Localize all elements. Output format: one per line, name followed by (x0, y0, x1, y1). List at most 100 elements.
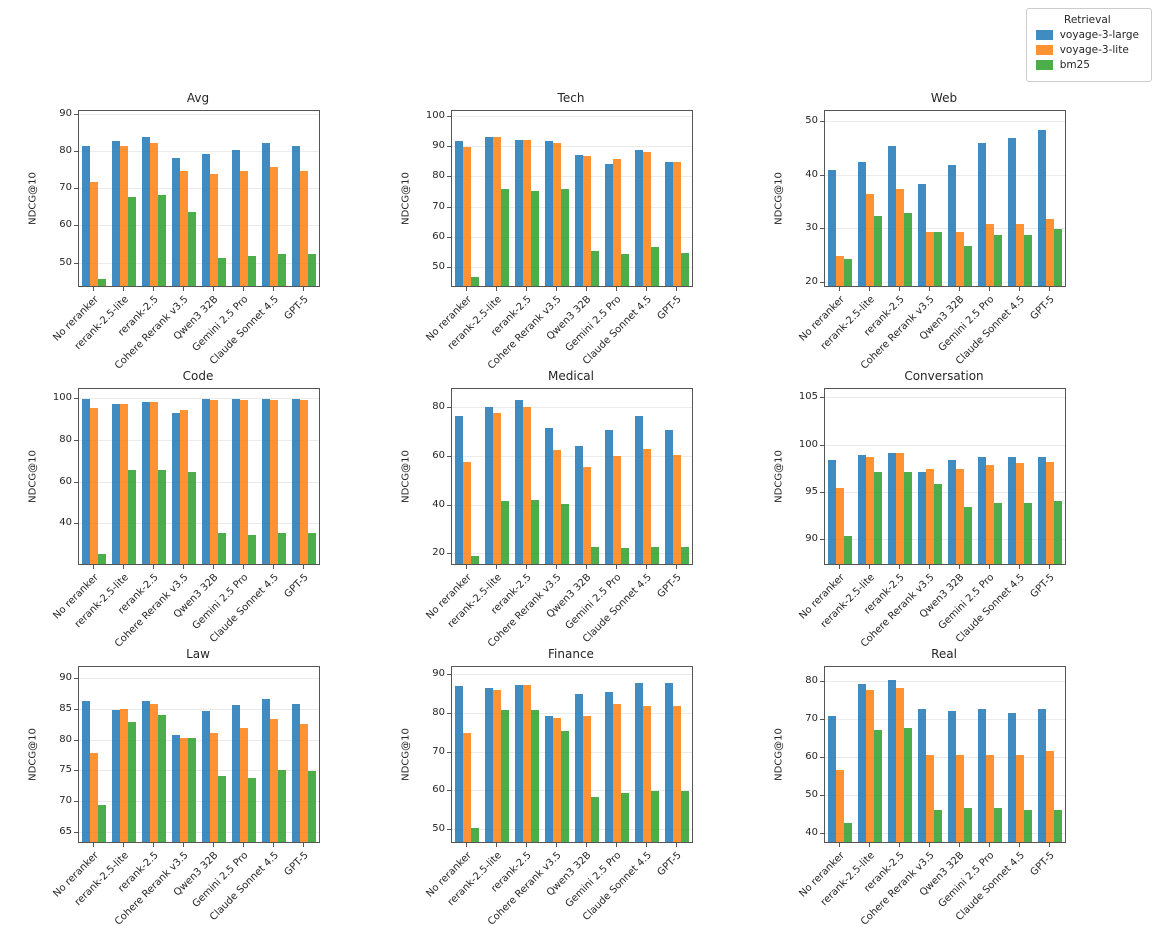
bar-bm25 (681, 252, 689, 286)
bar-voyage-3-lite (463, 733, 471, 842)
y-tick-mark (74, 150, 78, 152)
y-tick-mark (74, 801, 78, 803)
bar-voyage-3-lite (120, 403, 128, 564)
bar-voyage-3-lite (866, 457, 874, 564)
bar-voyage-3-large (888, 453, 896, 564)
gridline (452, 504, 692, 506)
bar-voyage-3-large (455, 686, 463, 842)
bar-voyage-3-large (635, 150, 643, 286)
x-tick-mark (869, 287, 870, 291)
bar-bm25 (248, 777, 256, 842)
bar-voyage-3-lite (673, 454, 681, 564)
bar-voyage-3-lite (583, 156, 591, 286)
gridline (452, 712, 692, 714)
y-tick-mark (74, 678, 78, 680)
bar-voyage-3-lite (896, 189, 904, 286)
gridline (825, 120, 1065, 122)
x-tick-mark (869, 843, 870, 847)
bar-bm25 (964, 245, 972, 286)
bar-voyage-3-large (635, 682, 643, 842)
bar-voyage-3-large (978, 708, 986, 842)
x-tick-mark (153, 565, 154, 569)
y-tick-label: 100 (798, 438, 818, 450)
bar-bm25 (531, 709, 539, 842)
bar-voyage-3-lite (150, 703, 158, 842)
bar-bm25 (471, 276, 479, 286)
chart-title: Code (182, 369, 214, 383)
gridline (825, 174, 1065, 176)
x-tick-mark (153, 287, 154, 291)
bar-voyage-3-large (545, 427, 553, 564)
x-tick-mark (1049, 843, 1050, 847)
x-tick-mark (303, 287, 304, 291)
x-tick-mark (899, 565, 900, 569)
y-tick-mark (74, 440, 78, 442)
subplot-code: Code NDCG@10 40 60 80 100 No reranker rerank-2.… (20, 366, 393, 650)
bar-voyage-3-large (232, 705, 240, 842)
bar-voyage-3-lite (583, 466, 591, 564)
legend-title: Retrieval (1064, 14, 1111, 26)
gridline (452, 146, 692, 148)
x-tick-mark (93, 843, 94, 847)
x-tick-mark (1019, 287, 1020, 291)
y-tick-mark (447, 829, 451, 831)
bar-voyage-3-large (918, 708, 926, 842)
y-tick-label: 40 (59, 517, 72, 529)
bar-bm25 (158, 194, 166, 286)
bar-voyage-3-lite (90, 181, 98, 286)
x-tick-mark (899, 843, 900, 847)
chart-title: Real (931, 647, 957, 661)
bar-bm25 (621, 254, 629, 286)
bar-bm25 (561, 731, 569, 842)
x-tick-mark (989, 565, 990, 569)
bar-bm25 (1024, 502, 1032, 564)
y-axis-label: NDCG@10 (27, 449, 39, 503)
bar-bm25 (128, 470, 136, 564)
y-tick-mark (820, 228, 824, 230)
y-axis-label: NDCG@10 (27, 171, 39, 225)
bar-voyage-3-large (575, 154, 583, 286)
x-tick-mark (556, 287, 557, 291)
bar-voyage-3-large (142, 700, 150, 842)
bar-voyage-3-lite (180, 170, 188, 286)
bar-bm25 (248, 256, 256, 286)
bar-bm25 (561, 189, 569, 286)
x-tick-mark (93, 565, 94, 569)
bar-voyage-3-lite (956, 754, 964, 842)
bar-voyage-3-lite (150, 142, 158, 286)
bar-voyage-3-lite (300, 723, 308, 842)
x-tick-mark (303, 843, 304, 847)
bar-voyage-3-large (948, 164, 956, 286)
bar-voyage-3-lite (180, 409, 188, 564)
bar-voyage-3-large (232, 399, 240, 564)
plot-area (824, 388, 1066, 565)
x-tick-mark (496, 565, 497, 569)
y-tick-label: 40 (805, 827, 818, 839)
bar-voyage-3-lite (523, 407, 531, 564)
bar-voyage-3-large (485, 136, 493, 286)
bar-voyage-3-lite (210, 733, 218, 842)
bar-bm25 (1054, 229, 1062, 286)
bar-bm25 (621, 548, 629, 564)
bar-voyage-3-large (575, 446, 583, 564)
plot-area (78, 388, 320, 565)
gridline (825, 757, 1065, 759)
y-tick-mark (820, 174, 824, 176)
y-tick-label: 70 (432, 200, 445, 212)
subplot-tech: Tech NDCG@10 50 60 70 80 90 100 No reranker reran… (393, 88, 766, 372)
x-tick-label: GPT-5 (1028, 850, 1057, 879)
gridline (452, 790, 692, 792)
y-tick-label: 80 (432, 170, 445, 182)
plot-area (824, 666, 1066, 843)
gridline (79, 678, 319, 680)
bar-voyage-3-lite (836, 769, 844, 842)
bar-voyage-3-lite (1016, 754, 1024, 842)
y-axis-label: NDCG@10 (27, 727, 39, 781)
bar-voyage-3-lite (523, 139, 531, 286)
bar-bm25 (531, 499, 539, 564)
subplot-medical: Medical NDCG@10 20 40 60 80 No reranker rerank-… (393, 366, 766, 650)
bar-voyage-3-lite (493, 136, 501, 286)
bar-bm25 (158, 714, 166, 842)
gridline (825, 444, 1065, 446)
y-tick-label: 80 (432, 706, 445, 718)
